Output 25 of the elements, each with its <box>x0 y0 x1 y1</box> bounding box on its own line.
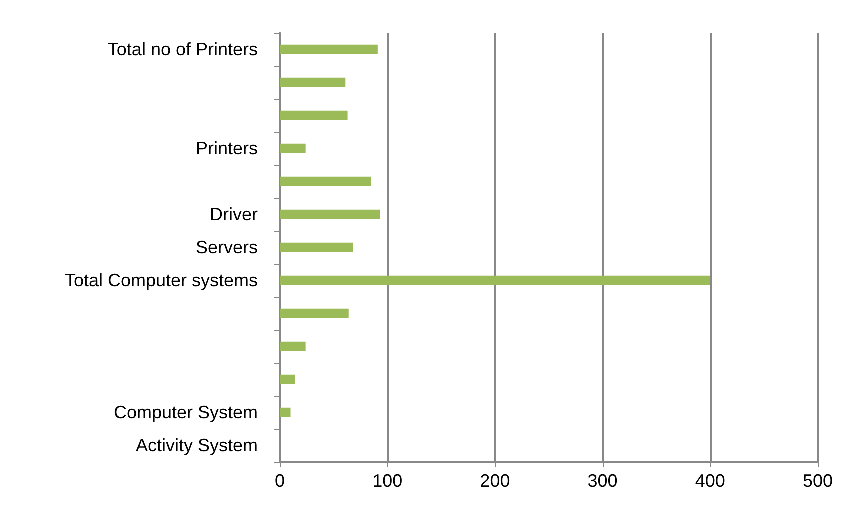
x-tick-label: 300 <box>588 471 618 491</box>
bar <box>280 342 306 352</box>
bar <box>280 276 710 286</box>
bar <box>280 176 372 186</box>
x-tick-label: 100 <box>372 471 403 491</box>
bar <box>280 144 306 154</box>
bar <box>280 110 348 120</box>
bar <box>280 210 380 220</box>
y-tick-label: Activity System <box>136 436 258 456</box>
bar <box>280 308 349 318</box>
x-tick-label: 400 <box>695 471 726 491</box>
bar <box>280 242 354 252</box>
bar <box>280 78 346 88</box>
bar <box>280 408 291 418</box>
x-tick-label: 0 <box>274 471 286 491</box>
y-tick-label: Driver <box>210 204 258 224</box>
y-tick-label: Total no of Printers <box>108 40 258 60</box>
x-tick-label: 500 <box>802 471 834 491</box>
bar <box>280 44 378 54</box>
y-tick-label: Printers <box>196 138 258 158</box>
bar <box>280 374 296 384</box>
x-tick-label: 200 <box>480 471 510 491</box>
y-tick-label: Total Computer systems <box>64 270 258 290</box>
y-tick-label: Servers <box>196 238 258 258</box>
y-tick-label: Computer System <box>114 402 258 422</box>
